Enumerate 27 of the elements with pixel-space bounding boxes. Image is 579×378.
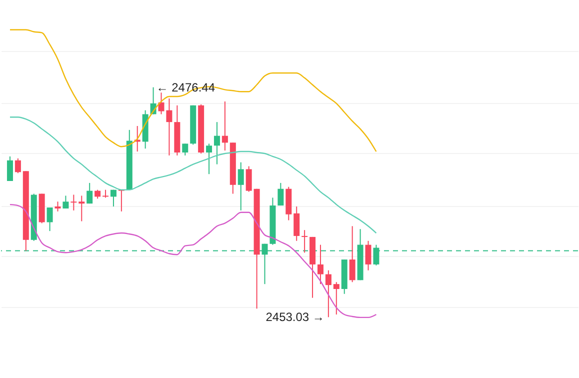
candlestick: [333, 282, 340, 316]
candlestick: [222, 100, 228, 152]
candlestick: [317, 244, 324, 285]
candlestick: [206, 143, 212, 175]
candlestick: [158, 92, 164, 115]
candlestick: [302, 230, 308, 254]
candlestick: [62, 195, 69, 209]
candlestick: [78, 195, 85, 222]
candlestick: [325, 270, 332, 318]
annotation: 2453.03 →: [266, 310, 324, 324]
candlestick: [278, 182, 284, 206]
candlestick: [238, 162, 244, 211]
candlestick: [54, 201, 61, 212]
candlestick: [365, 240, 372, 271]
candlestick: [46, 206, 53, 232]
annotation: ← 2476.44: [156, 80, 216, 94]
candlestick: [166, 98, 172, 156]
candlestick: [70, 194, 77, 211]
candlestick: [110, 189, 116, 208]
candlestick: [214, 122, 220, 165]
candlestick: [86, 182, 93, 204]
candlestick: [6, 156, 13, 182]
candlestick: [246, 166, 252, 192]
candlestick: [14, 158, 21, 174]
candlestick: [294, 206, 300, 242]
candlestick: [349, 226, 356, 283]
candlestick: [182, 143, 188, 156]
